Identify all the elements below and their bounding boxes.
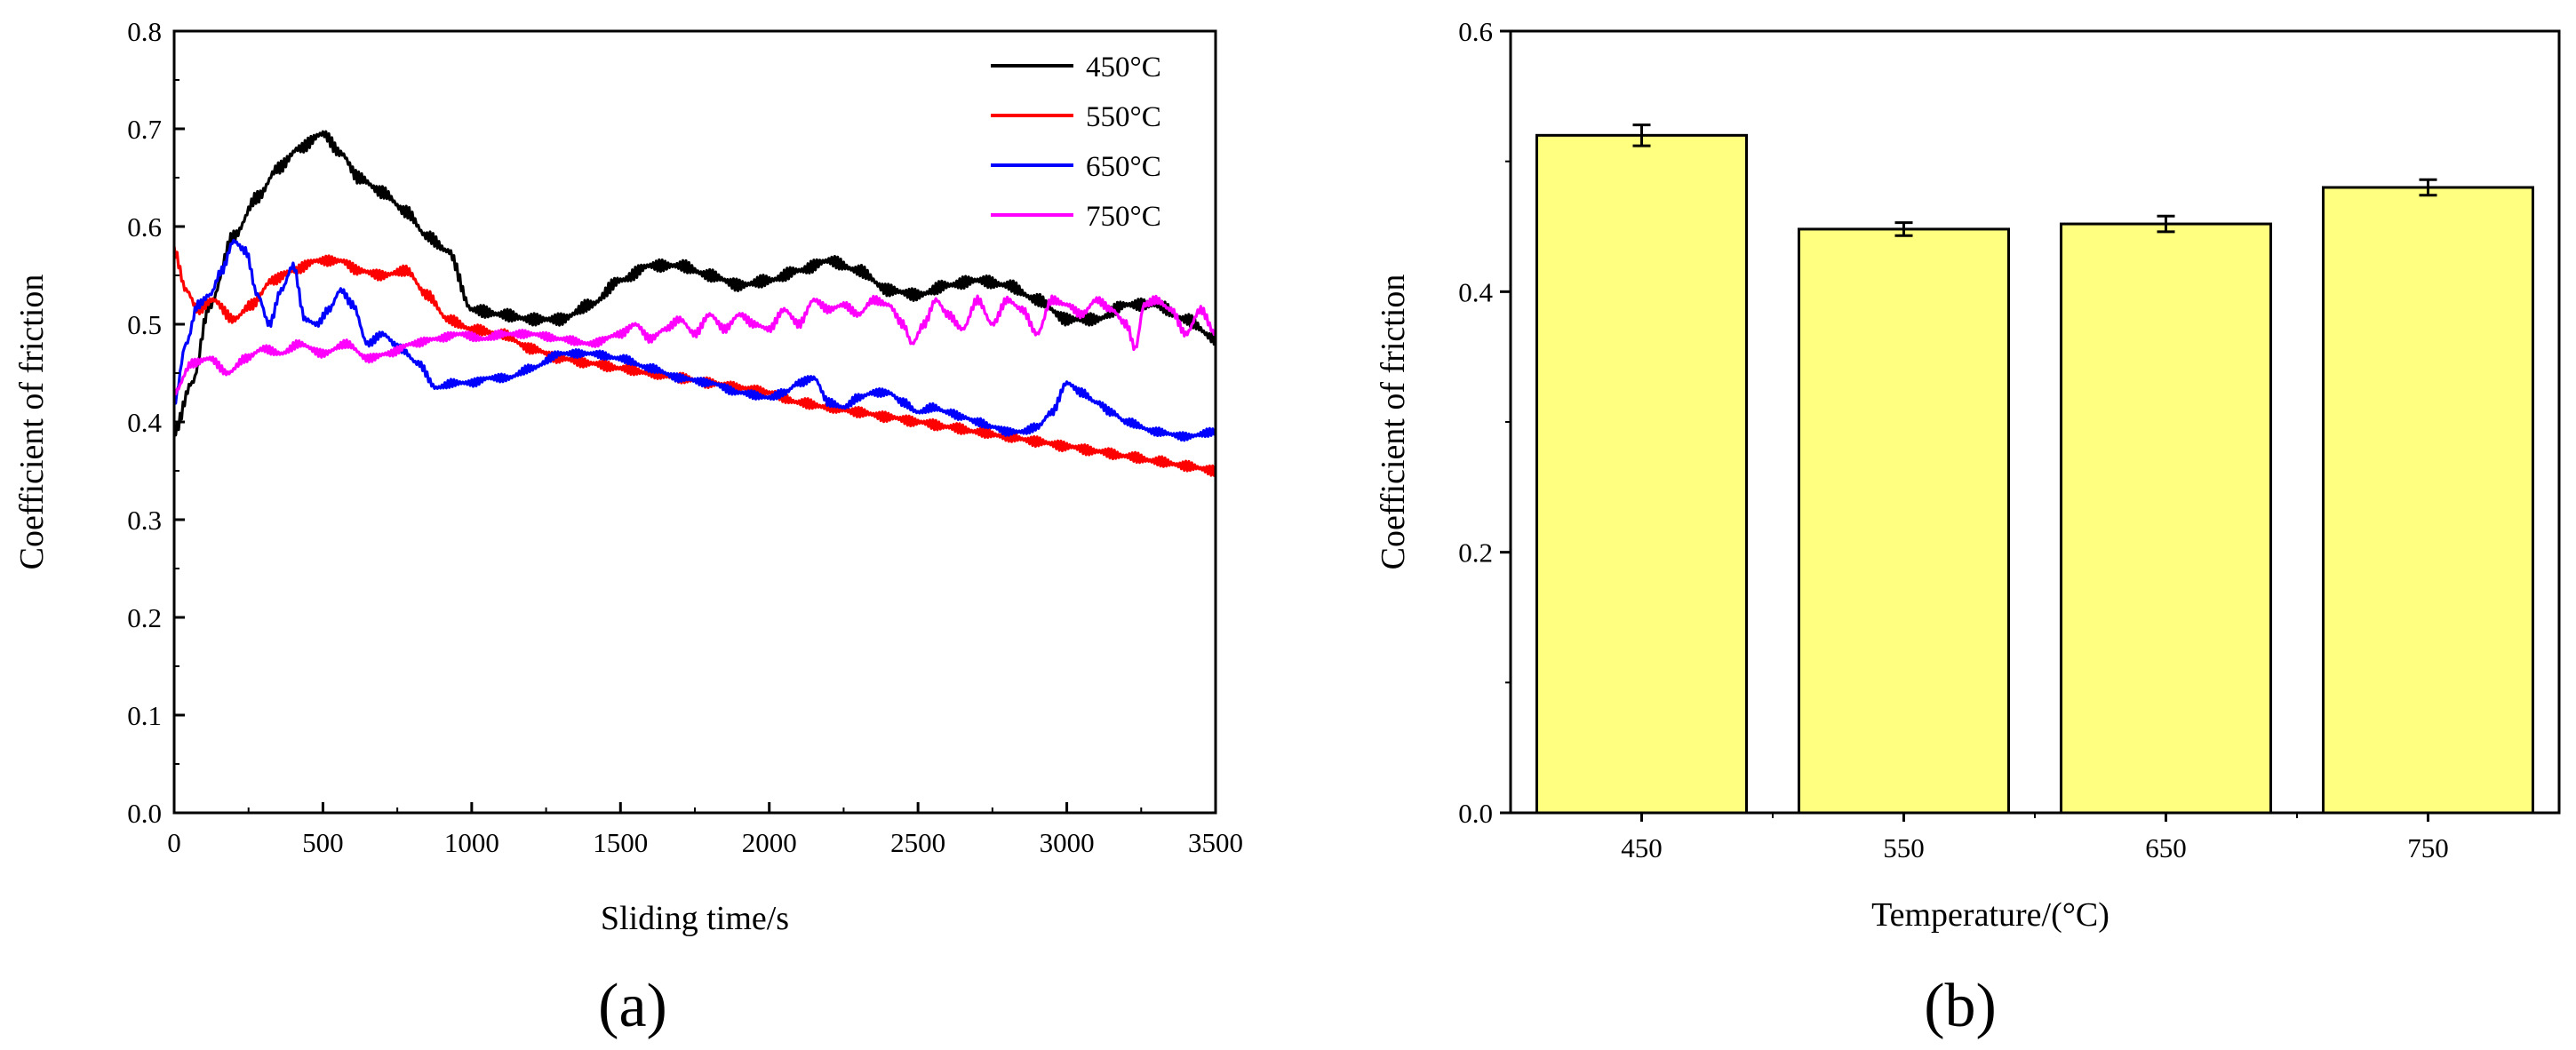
line-chart-plot-frame bbox=[172, 29, 1217, 815]
y-tick-label: 0.2 bbox=[127, 602, 162, 633]
bar-chart-y-ticks: 0.0 0.2 0.4 0.6 bbox=[1458, 16, 1511, 829]
panel-label-b: (b) bbox=[1924, 972, 1997, 1040]
series-line-750c bbox=[172, 294, 1217, 396]
bar-chart-y-axis-title: Coefficient of friction bbox=[1375, 274, 1412, 570]
x-tick-label: 0 bbox=[167, 827, 181, 858]
line-series-group bbox=[172, 130, 1217, 477]
bar-650 bbox=[2060, 222, 2272, 815]
line-chart-x-axis-title: Sliding time/s bbox=[601, 900, 789, 937]
legend-label: 450°C bbox=[1086, 52, 1161, 84]
y-tick-label: 0.0 bbox=[127, 798, 162, 829]
x-tick-label: 1000 bbox=[444, 827, 499, 858]
y-tick-label: 0.4 bbox=[1458, 276, 1493, 307]
y-tick-label: 0.6 bbox=[127, 211, 162, 243]
y-tick-label: 0.4 bbox=[127, 407, 162, 438]
x-tick-label: 550 bbox=[1883, 832, 1925, 863]
line-chart-x-ticks: 0 500 1000 1500 2000 2500 3000 3500 bbox=[167, 802, 1243, 858]
bar-450 bbox=[1535, 133, 1748, 815]
x-tick-label: 450 bbox=[1621, 832, 1663, 863]
bar-chart-x-axis-title: Temperature/(°C) bbox=[1871, 896, 2109, 934]
line-chart-y-ticks: 0.0 0.1 0.2 0.3 0.4 0.5 0.6 0.7 0.8 bbox=[127, 16, 185, 829]
y-tick-label: 0.7 bbox=[127, 114, 162, 145]
series-line-650c bbox=[172, 238, 1217, 442]
panel-label-a: (a) bbox=[598, 972, 667, 1040]
x-tick-label: 2000 bbox=[742, 827, 797, 858]
x-tick-label: 750 bbox=[2407, 832, 2449, 863]
x-tick-label: 650 bbox=[2145, 832, 2187, 863]
bar-550 bbox=[1798, 227, 2010, 815]
bar-chart-panel: 450 550 650 750 0.0 0.2 0.4 0.6 Temperature/(°… bbox=[1375, 16, 2561, 1040]
x-tick-label: 1500 bbox=[593, 827, 648, 858]
line-chart-legend: 450°C 550°C 650°C 750°C bbox=[991, 52, 1161, 233]
x-tick-label: 500 bbox=[302, 827, 344, 858]
y-tick-label: 0.3 bbox=[127, 505, 162, 536]
line-chart-y-axis-title: Coefficient of friction bbox=[13, 274, 51, 570]
series-line-450c bbox=[172, 130, 1217, 437]
y-tick-label: 0.8 bbox=[127, 16, 162, 47]
bar-group bbox=[1535, 123, 2534, 815]
line-chart-panel: 0 500 1000 1500 2000 2500 3000 3500 0.00.10.20.… bbox=[13, 16, 1243, 1040]
x-tick-label: 2500 bbox=[890, 827, 945, 858]
legend-label: 750°C bbox=[1086, 201, 1161, 233]
y-tick-label: 0.1 bbox=[127, 700, 162, 731]
y-tick-label: 0.5 bbox=[127, 309, 162, 340]
legend-label: 550°C bbox=[1086, 101, 1161, 133]
y-tick-label: 0.2 bbox=[1458, 537, 1493, 569]
y-tick-label: 0.6 bbox=[1458, 16, 1493, 47]
bar-chart-x-ticks: 450 550 650 750 bbox=[1621, 813, 2449, 863]
bar-750 bbox=[2322, 186, 2534, 815]
series-line-550c bbox=[172, 246, 1217, 477]
legend-label: 650°C bbox=[1086, 151, 1161, 183]
y-tick-label: 0.0 bbox=[1458, 798, 1493, 829]
x-tick-label: 3000 bbox=[1040, 827, 1095, 858]
x-tick-label: 3500 bbox=[1188, 827, 1243, 858]
